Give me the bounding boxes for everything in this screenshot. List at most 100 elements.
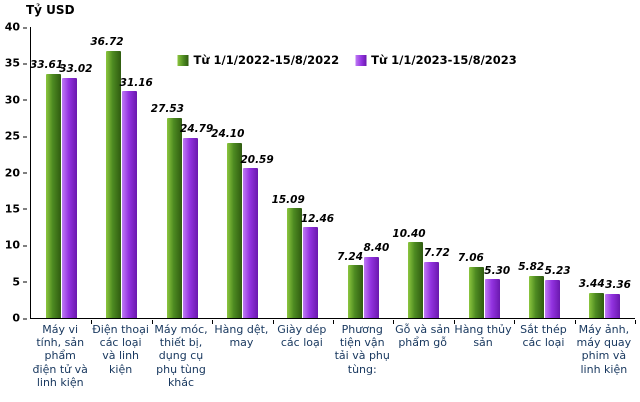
- bar-group: 7.06 5.30: [454, 27, 516, 324]
- bar-slot: 5.30: [484, 27, 510, 318]
- x-axis-labels: Máy vi tính, sản phẩm điện tử và linh ki…: [30, 323, 634, 389]
- y-axis-ticks: 0 5 10 15 20 25 30 35 40: [0, 22, 28, 324]
- bar-series-1: [468, 266, 484, 318]
- value-label: 5.30: [484, 264, 511, 277]
- value-label: 33.02: [59, 63, 93, 76]
- legend-label: Từ 1/1/2022-15/8/2022: [193, 53, 340, 67]
- bar-slot: 24.79: [180, 27, 213, 318]
- bar-group: 33.61 33.02: [30, 27, 93, 324]
- y-tick-label: 40: [4, 20, 28, 34]
- bar-series-1: [226, 142, 242, 318]
- bar-series-2: [605, 293, 621, 318]
- value-label: 24.10: [211, 128, 245, 141]
- y-tick-label: 15: [4, 202, 28, 216]
- bar-slot: 7.72: [424, 27, 450, 318]
- category-label: Máy móc, thiết bị, dụng cụ phụ tùng khác: [154, 323, 208, 389]
- bar-group: 15.09 12.46: [272, 27, 335, 324]
- legend-swatch: [355, 54, 367, 66]
- bar-series-2: [61, 77, 77, 318]
- bar-slot: 36.72: [90, 27, 124, 318]
- y-tick-label: 35: [4, 56, 28, 70]
- value-label: 5.23: [544, 265, 571, 278]
- value-label: 3.44: [578, 278, 605, 291]
- bar-slot: 3.44: [579, 27, 605, 318]
- bar-slot: 8.40: [363, 27, 389, 318]
- y-tick-label: 25: [4, 129, 28, 143]
- value-label: 20.59: [240, 153, 274, 166]
- bar-slot: 24.10: [211, 27, 244, 318]
- category-label: Giày dép các loại: [277, 323, 327, 350]
- bar-series-2: [303, 227, 319, 318]
- value-label: 5.82: [518, 261, 545, 274]
- plot-area: 33.61 33.02 36.72 31.16 27.53 24.79 24.10 20.59…: [30, 27, 637, 324]
- y-tick-label: 10: [4, 238, 28, 252]
- bar-series-2: [242, 168, 258, 318]
- legend-item: Từ 1/1/2023-15/8/2023: [355, 53, 517, 67]
- category-label: Hàng thủy sản: [454, 323, 512, 350]
- bar-series-1: [408, 242, 424, 318]
- bar-series-1: [166, 117, 182, 318]
- bar-series-2: [484, 279, 500, 318]
- bar-slot: 5.82: [518, 27, 544, 318]
- legend-swatch: [177, 54, 189, 66]
- y-axis-title: Tỷ USD: [26, 3, 75, 17]
- legend-label: Từ 1/1/2023-15/8/2023: [371, 53, 517, 67]
- value-label: 10.40: [392, 227, 426, 240]
- bar-group: 7.24 8.40: [333, 27, 395, 324]
- bar-slot: 10.40: [392, 27, 426, 318]
- bar-group: 27.53 24.79: [151, 27, 214, 324]
- value-label: 8.40: [363, 242, 390, 255]
- bar-slot: 7.06: [458, 27, 484, 318]
- value-label: 33.61: [29, 59, 64, 71]
- bar-series-2: [122, 91, 138, 318]
- bar-series-1: [528, 275, 544, 318]
- category-label: Hàng dệt, may: [214, 323, 269, 350]
- bar-series-2: [544, 279, 560, 318]
- bar-slot: 12.46: [301, 27, 334, 318]
- bar-group: 5.82 5.23: [514, 27, 577, 324]
- bar-slot: 27.53: [151, 27, 184, 318]
- bar-slot: 33.61: [30, 27, 63, 318]
- bar-slot: 15.09: [272, 27, 305, 318]
- bar-series-1: [287, 208, 303, 318]
- category-label: Phương tiện vận tải và phụ tùng:: [334, 323, 390, 376]
- category-label: Gỗ và sản phẩm gỗ: [395, 323, 451, 350]
- bar-slot: 5.23: [544, 27, 571, 318]
- legend: Từ 1/1/2022-15/8/2022 Từ 1/1/2023-15/8/20…: [177, 53, 517, 67]
- value-label: 7.72: [423, 247, 450, 260]
- value-label: 7.06: [457, 252, 484, 265]
- category-label: Máy ảnh, máy quay phim và linh kiện: [576, 323, 632, 376]
- category-label: Điện thoại các loại và linh kiện: [92, 323, 149, 376]
- value-label: 31.16: [119, 76, 153, 89]
- bar-slot: 3.36: [605, 27, 631, 318]
- bar-slot: 20.59: [240, 27, 274, 318]
- value-label: 27.53: [150, 103, 184, 116]
- bar-slot: 31.16: [120, 27, 153, 318]
- bar-series-1: [589, 292, 605, 318]
- bar-slot: 7.24: [337, 27, 363, 318]
- bar-series-1: [45, 73, 61, 318]
- category-label: Sắt thép các loại: [520, 323, 567, 350]
- value-label: 15.09: [271, 193, 305, 206]
- y-tick-label: 0: [12, 311, 27, 325]
- value-label: 12.46: [300, 212, 335, 225]
- value-label: 7.24: [337, 250, 364, 263]
- value-label: 3.36: [605, 279, 632, 292]
- bar-group: 10.40 7.72: [392, 27, 456, 324]
- y-tick-label: 30: [4, 93, 28, 107]
- bar-slot: 33.02: [59, 27, 92, 318]
- bar-group: 24.10 20.59: [211, 27, 275, 324]
- bar-group: 3.44 3.36: [575, 27, 637, 324]
- bar-series-1: [347, 265, 363, 318]
- value-label: 24.79: [180, 123, 214, 136]
- bar-series-2: [424, 261, 440, 318]
- value-label: 36.72: [90, 36, 124, 49]
- bar-group: 36.72 31.16: [90, 27, 154, 324]
- bar-series-1: [106, 50, 122, 318]
- y-tick-label: 20: [4, 166, 28, 179]
- category-label: Máy vi tính, sản phẩm điện tử và linh ki…: [32, 323, 88, 389]
- y-tick-label: 5: [12, 275, 27, 289]
- bar-series-2: [182, 137, 198, 318]
- bar-series-2: [363, 256, 379, 318]
